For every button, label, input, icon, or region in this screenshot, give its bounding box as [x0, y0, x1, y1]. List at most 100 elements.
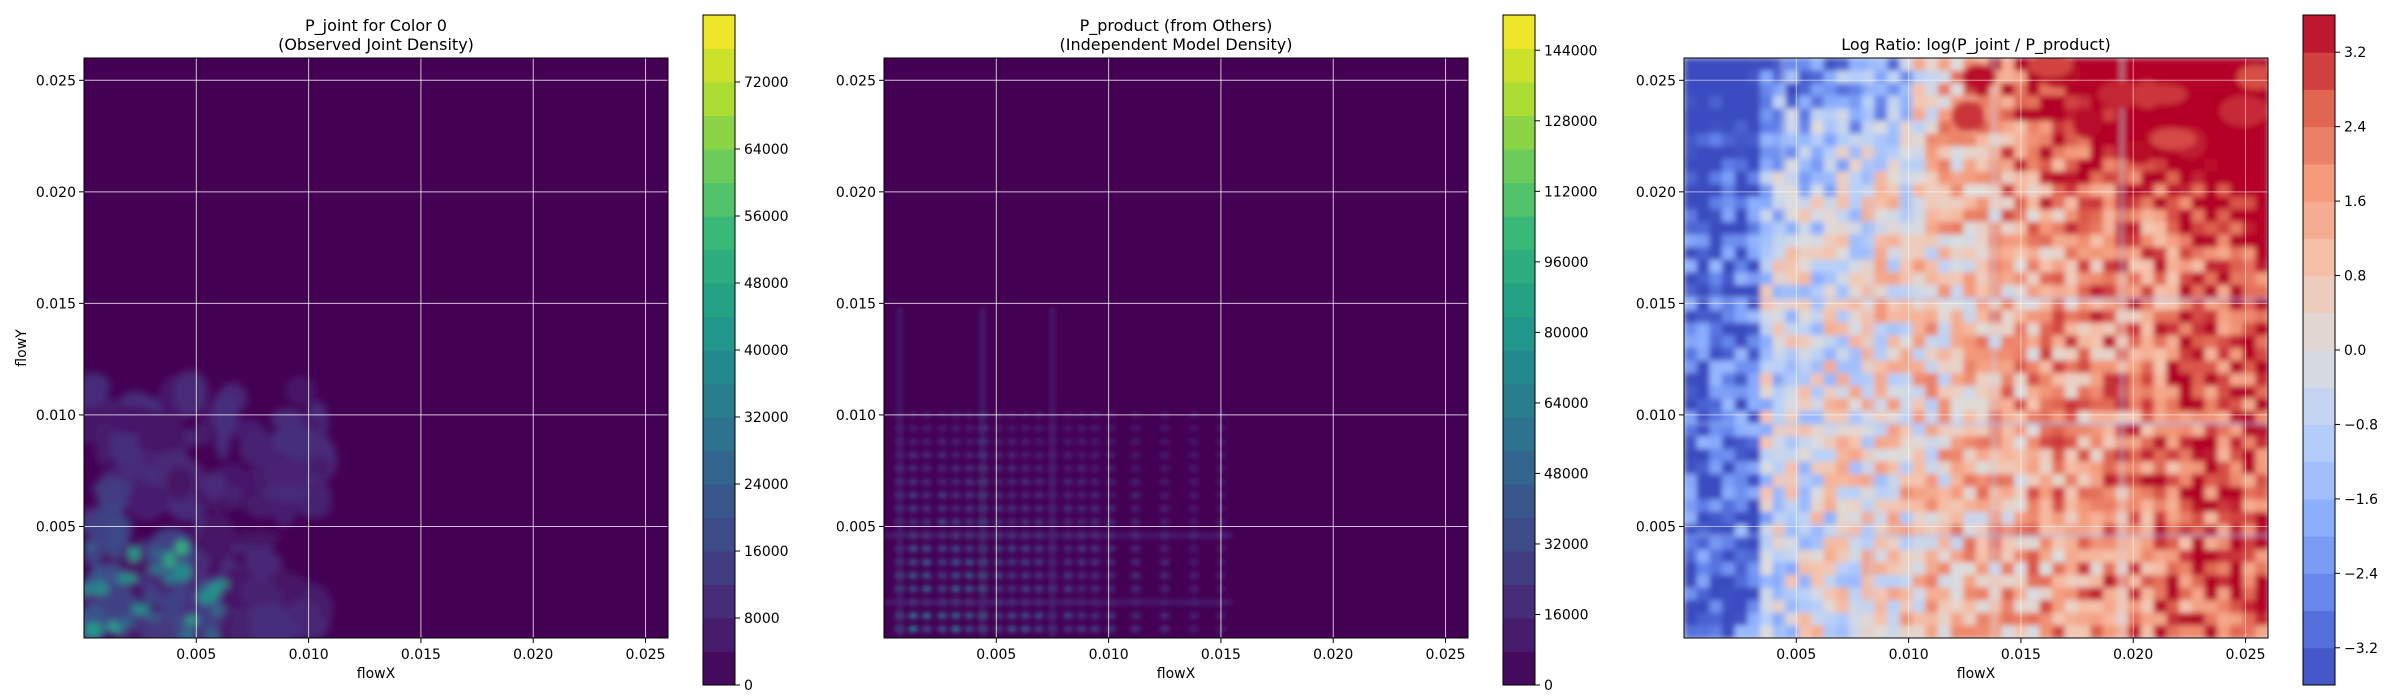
panel-3-ratio-cell	[2229, 171, 2244, 185]
panel-3-ratio-cell	[1976, 335, 1990, 349]
panel-3-ratio-cell	[1734, 209, 1749, 223]
panel-3-ratio-cell	[1937, 58, 1952, 72]
panel-3-ratio-cell	[2039, 83, 2053, 97]
panel-3-ratio-cell	[2229, 184, 2244, 198]
panel-3-ratio-cell	[2026, 209, 2041, 223]
panel-3-ratio-cell	[1785, 373, 1799, 387]
panel-3-ratio-cell	[2191, 486, 2206, 500]
panel-3-ratio-cell	[1810, 171, 1825, 185]
panel-3-ratio-cell	[1709, 486, 1723, 500]
panel-3-ratio-cell	[1963, 499, 1977, 513]
panel-3-ratio-cell	[1734, 234, 1749, 248]
panel-2-density-cell	[1188, 424, 1199, 432]
panel-3-ratio-cell	[2255, 209, 2268, 223]
panel-3-ratio-cell	[1696, 133, 1710, 147]
panel-3-ratio-cell	[2242, 385, 2256, 400]
panel-3-ratio-cell	[1734, 549, 1749, 563]
panel-3-ratio-cell	[1823, 184, 1837, 198]
panel-3-ratio-cell	[1912, 398, 1926, 412]
panel-1-colorbar-level	[703, 48, 735, 83]
panel-3-ratio-cell	[1836, 549, 1850, 563]
panel-3-ratio-cell	[2179, 297, 2193, 311]
panel-3-ratio-cell	[2166, 158, 2180, 173]
panel-2-density-cell	[1063, 572, 1074, 580]
panel-3-ratio-cell	[1874, 499, 1888, 513]
panel-3-ratio-cell	[2217, 398, 2231, 412]
panel-3-ratio-cell	[1696, 209, 1710, 223]
panel-3-ratio-cell	[2090, 373, 2104, 387]
panel-3-ratio-peak	[1962, 64, 1997, 90]
panel-3-ratio-cell	[1912, 486, 1926, 500]
panel-3-ratio-cell	[2229, 196, 2244, 210]
panel-2-density-cell	[1007, 612, 1018, 620]
panel-3-ratio-cell	[1760, 259, 1774, 273]
panel-3-ratio-cell	[1887, 411, 1901, 425]
panel-3-ratio-cell	[1760, 83, 1774, 97]
panel-3-ratio-cell	[2102, 461, 2117, 475]
panel-3-ratio-cell	[2153, 221, 2168, 236]
panel-3-ratio-cell	[1861, 121, 1876, 135]
panel-3-ratio-cell	[2052, 574, 2066, 589]
panel-3-ratio-cell	[1810, 360, 1825, 374]
panel-3-ratio-cell	[1887, 423, 1901, 437]
panel-3-ratio-cell	[1887, 284, 1901, 299]
panel-3-ratio-cell	[2077, 600, 2091, 614]
panel-3-ratio-cell	[1696, 184, 1710, 198]
panel-3-ratio-cell	[1874, 574, 1888, 589]
panel-3-ratio-cell	[2128, 108, 2142, 122]
panel-3-ratio-cell	[1887, 221, 1901, 236]
panel-3-ratio-cell	[2242, 196, 2256, 210]
panel-3-ratio-cell	[2153, 348, 2168, 362]
panel-3-ratio-cell	[2204, 486, 2218, 500]
panel-2-density-column	[1050, 307, 1055, 638]
panel-3-ratio-cell	[2217, 360, 2231, 374]
panel-3-ratio-cell	[1810, 158, 1825, 173]
panel-1-colorbar-tick-label: 24000	[744, 477, 789, 493]
panel-3-ratio-cell	[2204, 259, 2218, 273]
panel-2-density-cell	[908, 572, 919, 580]
panel-3-ratio-cell	[2229, 158, 2244, 173]
panel-3-ratio-cell	[2052, 373, 2066, 387]
panel-3-ratio-cell	[1684, 121, 1698, 135]
panel-3-ratio-cell	[2102, 322, 2117, 336]
panel-3-ratio-cell	[2179, 209, 2193, 223]
panel-3-ratio-peak	[2027, 58, 2074, 78]
panel-3-ratio-cell	[1798, 133, 1812, 147]
panel-3-ratio-cell	[1810, 272, 1825, 286]
panel-3-ratio-cell	[1734, 121, 1749, 135]
panel-3-ratio-cell	[1810, 461, 1825, 475]
panel-3-ratio-cell	[1861, 562, 1876, 576]
panel-3-ratio-cell	[2242, 587, 2256, 601]
panel-3-stripe-h	[1684, 422, 2268, 426]
panel-3-ratio-cell	[1709, 259, 1723, 273]
panel-3-ratio-cell	[2026, 411, 2041, 425]
panel-3-ratio-cell	[1696, 58, 1710, 72]
panel-2-y-tick-label: 0.005	[836, 519, 876, 535]
panel-3-ratio-cell	[1709, 284, 1723, 299]
panel-2-density-cell	[1033, 438, 1044, 446]
panel-3-ratio-cell	[1849, 58, 1863, 72]
panel-3-ratio-cell	[1798, 574, 1812, 589]
panel-3-ratio-cell	[1976, 486, 1990, 500]
panel-3-ratio-cell	[2064, 146, 2079, 160]
panel-3-ratio-cell	[2191, 562, 2206, 576]
panel-3-ratio-cell	[2039, 436, 2053, 450]
panel-3-ratio-cell	[2090, 511, 2104, 526]
panel-3-ratio-cell	[2001, 411, 2015, 425]
panel-3-ratio-cell	[2064, 587, 2079, 601]
panel-2-density-cell	[950, 505, 961, 513]
panel-3-ratio-cell	[2052, 247, 2066, 261]
panel-1-colorbar-level	[703, 216, 735, 250]
panel-3-ratio-cell	[2026, 448, 2041, 463]
panel-3-ratio-cell	[1925, 158, 1939, 173]
panel-3-ratio-cell	[1937, 284, 1952, 299]
panel-3-ratio-cell	[2204, 411, 2218, 425]
panel-3-ratio-cell	[2229, 247, 2244, 261]
panel-3-ratio-cell	[1696, 247, 1710, 261]
panel-3-ratio-cell	[2052, 310, 2066, 324]
panel-3-colorbar-tick-label: −2.4	[2344, 566, 2378, 582]
panel-3-ratio-cell	[1684, 146, 1698, 160]
panel-3-ratio-cell	[1887, 322, 1901, 336]
panel-3-ratio-cell	[1760, 574, 1774, 589]
panel-3-ratio-cell	[1747, 600, 1761, 614]
